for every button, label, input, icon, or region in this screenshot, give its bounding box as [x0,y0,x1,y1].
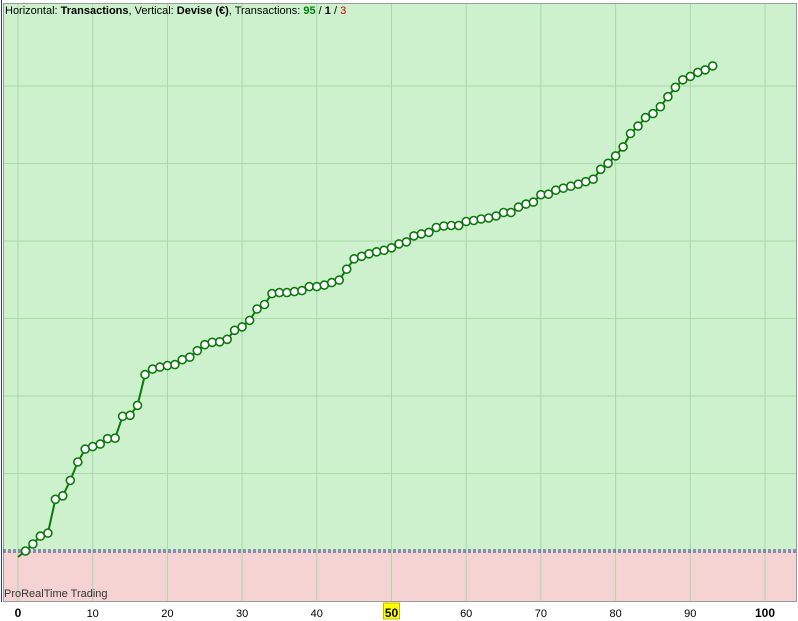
horizontal-label: Horizontal: [5,5,61,17]
data-point [416,229,427,239]
data-point [476,214,486,224]
data-point [453,220,464,231]
data-point [618,142,628,152]
data-point [595,164,606,175]
data-point [192,345,203,356]
data-point [341,264,352,275]
data-point [244,315,255,326]
data-point [229,325,240,336]
data-point [670,82,681,93]
data-point [707,61,718,71]
data-point [117,411,128,422]
data-point [663,91,673,102]
x-tick-label: 50 [385,606,399,620]
data-point [543,189,554,199]
data-point [297,285,307,296]
data-point [185,352,195,363]
data-point [633,121,643,131]
x-tick-label: 80 [609,608,621,620]
watermark: ProRealTime Trading [4,588,108,600]
data-point [65,475,76,486]
data-point [95,439,105,449]
data-point [282,287,292,298]
x-tick-label: 100 [755,606,775,620]
data-point [431,222,442,233]
data-point [155,362,165,372]
data-point [334,275,345,285]
data-point [252,304,262,314]
data-point [610,151,621,161]
negative-zone [3,551,797,602]
x-tick-label: 30 [236,608,248,620]
x-tick-label: 40 [311,608,323,620]
data-point [528,197,539,207]
data-point [170,359,180,370]
vertical-label: , Vertical: [128,5,177,17]
data-point [50,494,61,505]
transactions-label: , Transactions: [228,5,304,17]
data-point [506,207,516,218]
x-tick-label: 10 [87,608,99,620]
data-point [603,158,613,169]
chart-header: Horizontal: Transactions, Vertical: Devi… [5,5,346,17]
data-point [625,128,636,139]
data-point [28,539,38,549]
data-point [132,400,143,411]
data-point [491,211,501,221]
data-point [648,108,658,119]
data-point [57,490,68,501]
data-point [125,410,135,421]
vertical-value: Devise (€) [176,5,229,17]
data-point [43,528,53,538]
separator-2: / [330,5,341,17]
data-point [289,286,300,297]
plot-frame [3,3,797,602]
data-point [640,112,651,123]
data-point [588,174,599,184]
losses-count: 3 [340,5,347,17]
data-point [386,243,397,253]
data-point [259,299,270,310]
data-point [162,360,173,371]
data-point [237,322,247,332]
x-tick-label: 70 [535,608,547,620]
highlighted-tick-box [383,602,400,620]
data-point [401,237,412,247]
x-tick-label: 20 [161,608,173,620]
data-point [677,75,688,85]
data-point [110,433,120,444]
horizontal-value: Transactions [60,5,129,17]
data-point [700,65,711,75]
data-point [140,369,150,380]
data-point [655,101,666,112]
data-point [20,546,31,556]
data-point [222,334,232,345]
data-point [73,457,83,467]
data-point [461,216,472,227]
data-point [311,281,322,292]
x-tick-label: 0 [15,606,22,620]
data-point [424,227,434,238]
neutral-count: 1 [324,5,331,17]
data-point [685,71,696,82]
x-tick-label: 60 [460,608,472,620]
separator-1: / [315,5,325,17]
wins-count: 95 [303,5,316,17]
x-tick-label: 90 [684,608,696,620]
